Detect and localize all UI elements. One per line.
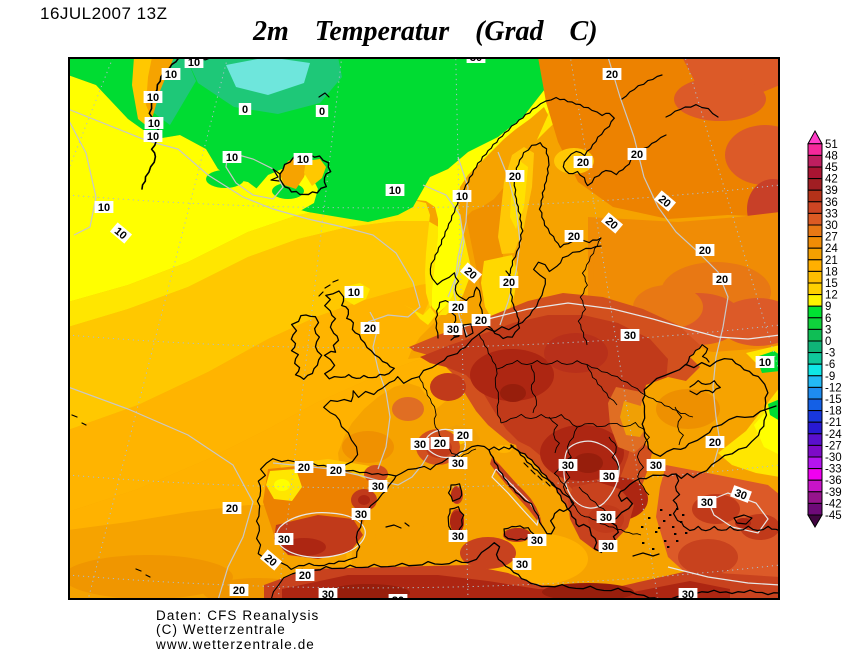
svg-text:20: 20 [298,462,310,474]
svg-text:20: 20 [509,171,521,183]
svg-text:20: 20 [226,503,238,515]
svg-text:10: 10 [348,287,360,299]
svg-text:-27: -27 [825,440,842,452]
svg-text:20: 20 [568,231,580,243]
svg-text:30: 30 [322,589,334,600]
svg-text:-33: -33 [825,464,842,476]
svg-text:24: 24 [825,243,838,255]
svg-text:20: 20 [457,430,469,442]
svg-text:15: 15 [825,278,838,290]
svg-text:39: 39 [825,185,838,197]
svg-text:30: 30 [392,595,404,600]
svg-text:30: 30 [414,439,426,451]
svg-text:33: 33 [825,208,838,220]
svg-text:20: 20 [631,149,643,161]
svg-text:10: 10 [147,92,159,104]
svg-text:10: 10 [188,57,200,69]
svg-text:20: 20 [699,245,711,257]
svg-text:-12: -12 [825,382,842,394]
svg-text:30: 30 [531,535,543,547]
svg-text:10: 10 [165,69,177,81]
svg-text:-42: -42 [825,498,842,510]
svg-text:30: 30 [603,471,615,483]
svg-text:-18: -18 [825,406,842,418]
svg-text:-30: -30 [825,452,842,464]
svg-text:10: 10 [389,185,401,197]
svg-text:3: 3 [825,324,831,336]
svg-text:30: 30 [602,541,614,553]
svg-text:30: 30 [562,460,574,472]
svg-text:20: 20 [577,157,589,169]
svg-text:42: 42 [825,174,838,186]
svg-text:30: 30 [452,531,464,543]
svg-text:30: 30 [372,481,384,493]
svg-text:9: 9 [825,301,831,313]
svg-text:30: 30 [470,57,482,64]
svg-text:20: 20 [364,323,376,335]
svg-text:45: 45 [825,162,838,174]
svg-text:-24: -24 [825,429,842,441]
svg-text:21: 21 [825,255,838,267]
svg-text:20: 20 [475,315,487,327]
svg-text:-36: -36 [825,475,842,487]
svg-text:-3: -3 [825,348,835,360]
svg-text:30: 30 [650,460,662,472]
svg-text:10: 10 [759,357,771,369]
svg-text:30: 30 [701,497,713,509]
svg-text:20: 20 [434,438,446,450]
svg-text:10: 10 [456,191,468,203]
svg-text:30: 30 [825,220,838,232]
svg-text:10: 10 [148,118,160,130]
svg-text:48: 48 [825,150,838,162]
svg-text:20: 20 [452,302,464,314]
svg-text:20: 20 [716,274,728,286]
svg-text:20: 20 [503,277,515,289]
svg-text:6: 6 [825,313,831,325]
svg-text:10: 10 [147,131,159,143]
svg-text:10: 10 [98,202,110,214]
svg-text:20: 20 [606,69,618,81]
svg-text:10: 10 [226,152,238,164]
svg-text:0: 0 [825,336,831,348]
svg-text:30: 30 [278,534,290,546]
svg-text:30: 30 [733,487,749,502]
svg-text:-9: -9 [825,371,835,383]
svg-text:30: 30 [624,330,636,342]
svg-text:18: 18 [825,266,838,278]
svg-text:30: 30 [452,458,464,470]
svg-text:27: 27 [825,232,838,244]
svg-text:30: 30 [447,324,459,336]
svg-text:-39: -39 [825,487,842,499]
svg-text:51: 51 [825,139,838,151]
svg-text:20: 20 [709,437,721,449]
svg-text:30: 30 [600,512,612,524]
svg-text:30: 30 [516,559,528,571]
svg-text:10: 10 [297,154,309,166]
svg-text:0: 0 [319,106,325,118]
svg-text:0: 0 [242,104,248,116]
svg-text:30: 30 [355,509,367,521]
svg-text:36: 36 [825,197,838,209]
svg-text:-15: -15 [825,394,842,406]
svg-text:-21: -21 [825,417,842,429]
svg-text:-45: -45 [825,510,842,522]
svg-text:20: 20 [299,570,311,582]
svg-text:12: 12 [825,290,838,302]
svg-text:20: 20 [330,465,342,477]
svg-text:-6: -6 [825,359,835,371]
svg-text:20: 20 [233,585,245,597]
svg-text:30: 30 [682,589,694,600]
